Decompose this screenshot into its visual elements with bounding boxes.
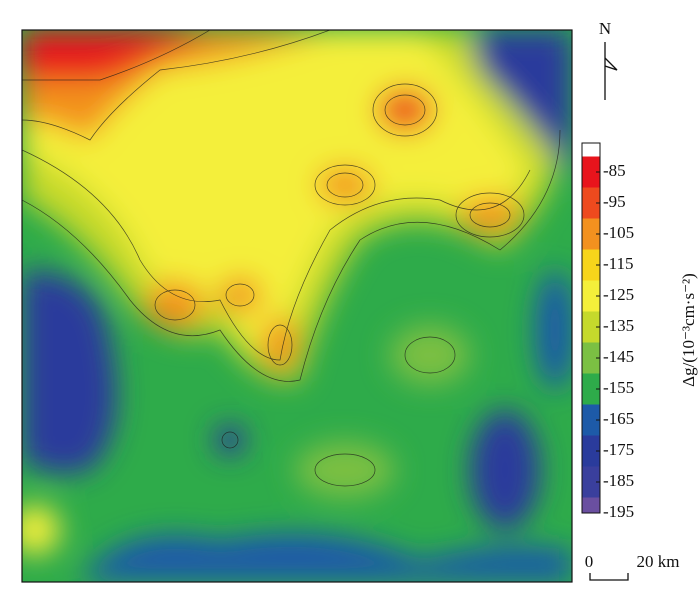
colorbar-tick-label: -135	[603, 316, 634, 335]
colorbar-tick-label: -155	[603, 378, 634, 397]
scale-start: 0	[585, 552, 594, 571]
colorbar-swatch	[582, 435, 600, 467]
colorbar-swatch	[582, 497, 600, 514]
scale-end: 20 km	[637, 552, 680, 571]
north-arrow	[604, 42, 618, 100]
colorbar-swatch	[582, 249, 600, 281]
colorbar-tick-label: -165	[603, 409, 634, 428]
colorbar-frame	[581, 142, 601, 514]
colorbar-swatch	[582, 280, 600, 312]
colorbar-tick-label: -185	[603, 471, 634, 490]
anomaly-map	[22, 30, 572, 582]
colorbar-swatch	[582, 373, 600, 405]
colorbar-tick-label: -115	[603, 254, 634, 273]
scale-bar	[589, 573, 629, 581]
north-label: N	[599, 19, 611, 38]
colorbar-swatch	[582, 187, 600, 219]
colorbar-tick-label: -145	[603, 347, 634, 366]
colorbar-swatch	[582, 218, 600, 250]
colorbar-swatch	[582, 156, 600, 188]
colorbar-label: Δg/(10⁻³cm·s⁻²)	[679, 273, 698, 387]
colorbar-tick-label: -105	[603, 223, 634, 242]
colorbar-tick-label: -195	[603, 502, 634, 521]
colorbar-tick-label: -125	[603, 285, 634, 304]
colorbar-tick-label: -95	[603, 192, 626, 211]
colorbar-swatch	[582, 311, 600, 343]
colorbar-swatch	[582, 466, 600, 498]
colorbar-tick-label: -85	[603, 161, 626, 180]
colorbar-swatch	[582, 404, 600, 436]
colorbar-swatch	[582, 342, 600, 374]
colorbar: -85 -95 -105 -115 -125 -135 -145 -155 -165 -175 -1…	[581, 142, 634, 521]
colorbar-tick-label: -175	[603, 440, 634, 459]
map-frame	[21, 29, 573, 583]
